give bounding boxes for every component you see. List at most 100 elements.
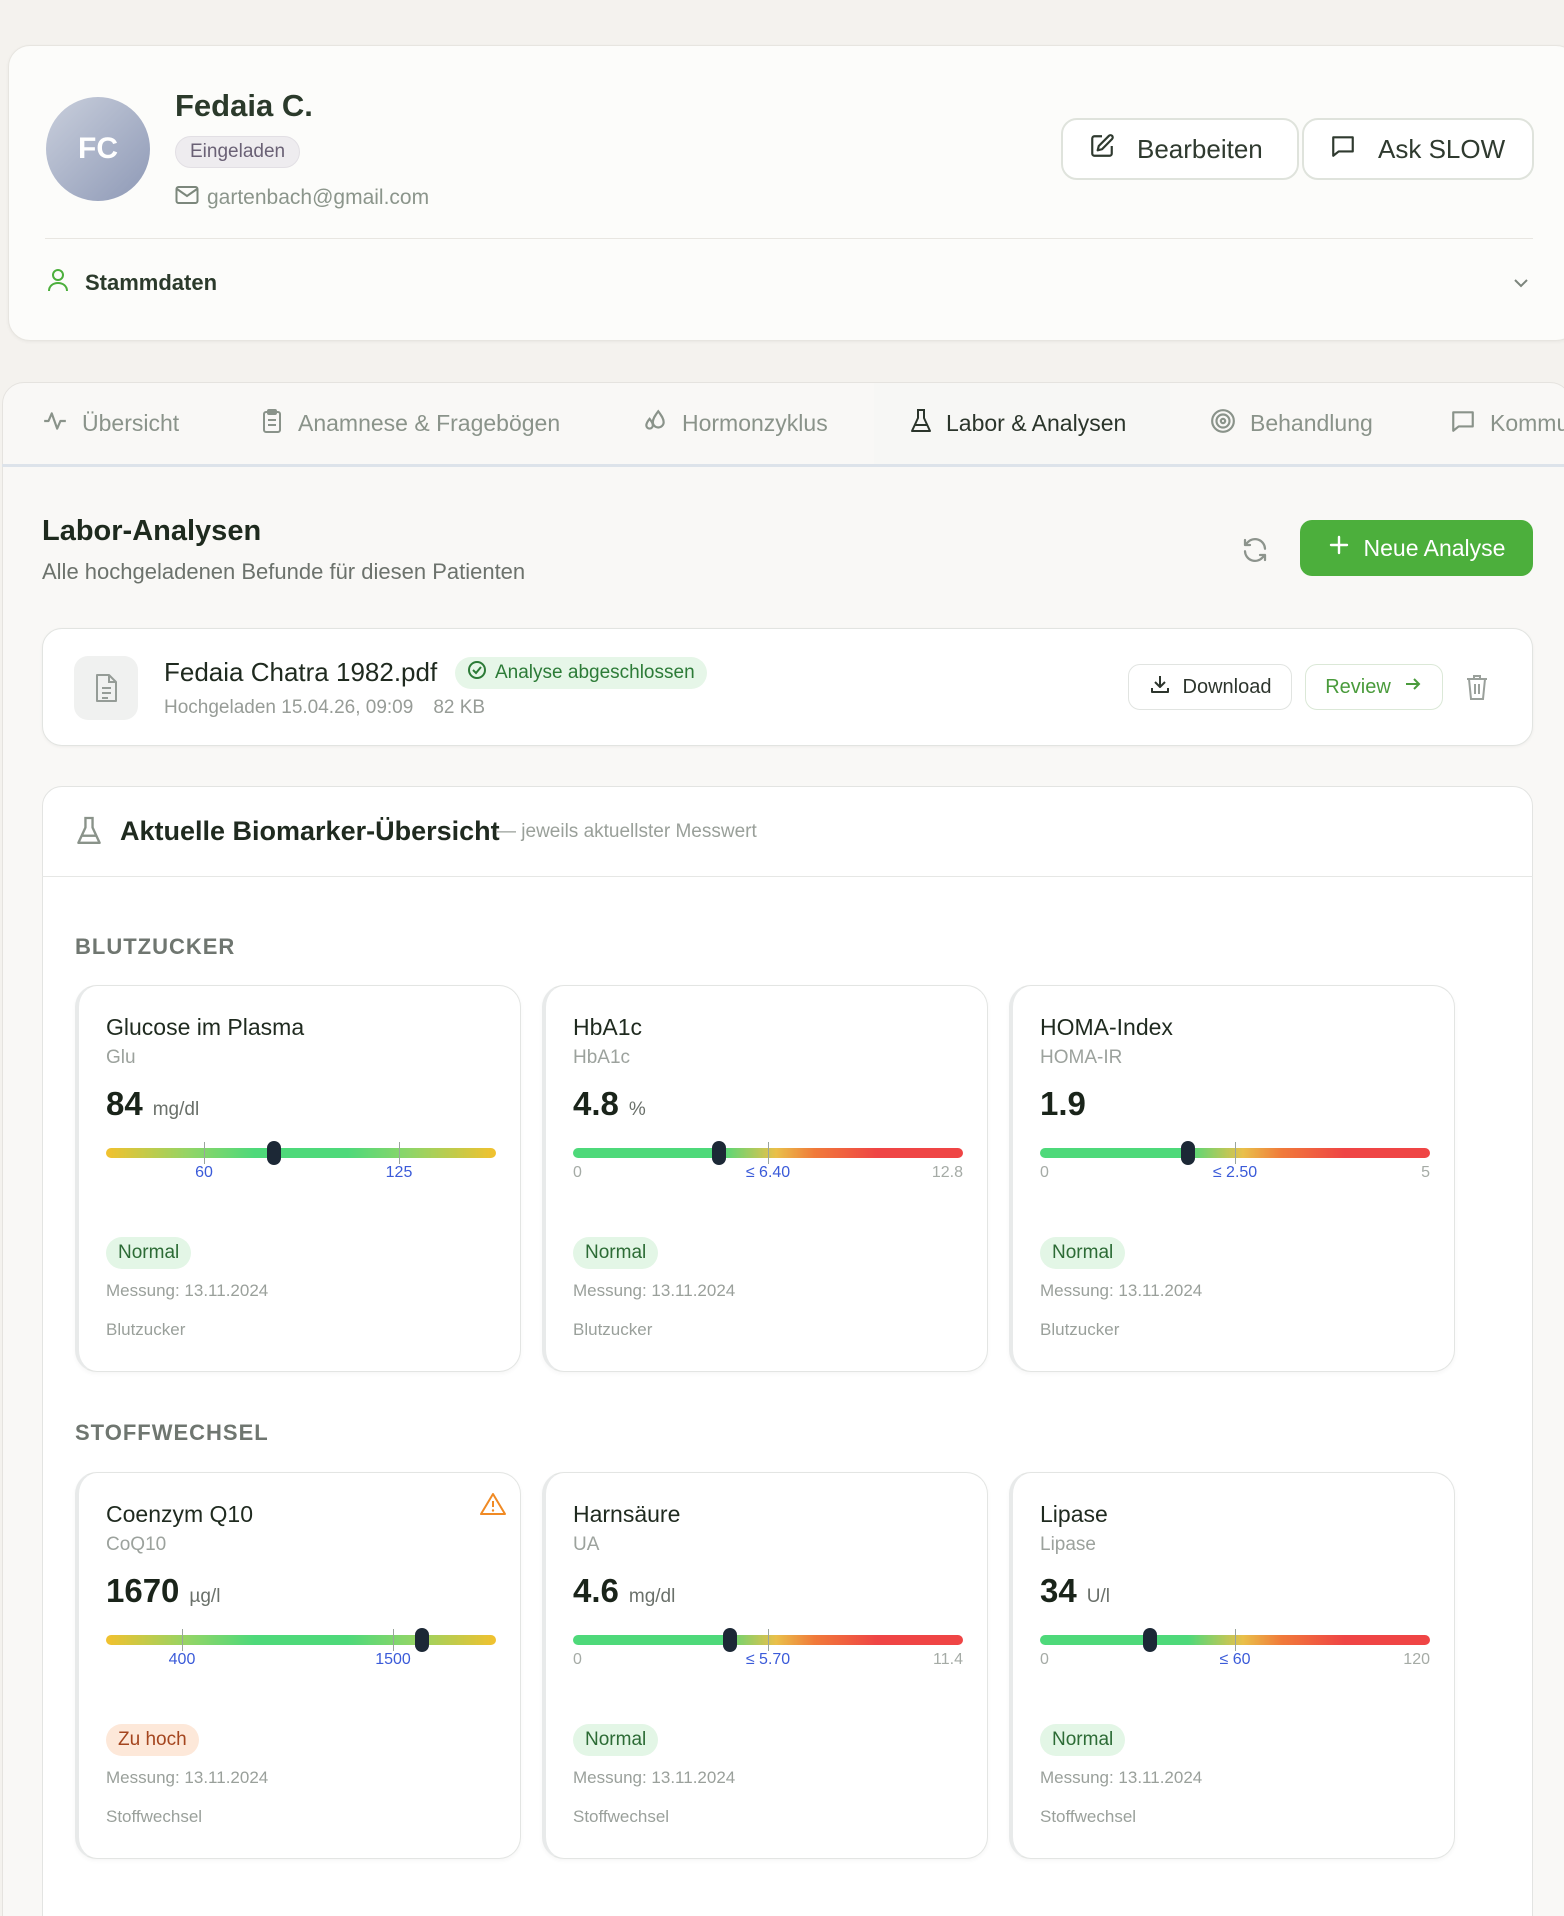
range-tick-label: 60: [195, 1164, 213, 1181]
edit-button[interactable]: Bearbeiten: [1061, 118, 1299, 180]
range-max-label: 5: [1421, 1164, 1430, 1181]
range-max-label: 120: [1403, 1651, 1430, 1668]
arrow-right-icon: [1403, 674, 1423, 700]
patient-header-card: [8, 45, 1564, 341]
biomarker-card[interactable]: [75, 985, 521, 1372]
biomarker-card[interactable]: [542, 985, 988, 1372]
biomarker-value: 1670 µg/l: [106, 1572, 220, 1610]
value-unit: mg/dl: [152, 1099, 200, 1120]
measurement-date: Messung: 13.11.2024: [573, 1768, 736, 1787]
measurement-date: Messung: 13.11.2024: [1040, 1281, 1203, 1300]
tab-anamnese[interactable]: Anamnese & Fragebögen: [260, 383, 560, 464]
review-label: Review: [1325, 675, 1391, 698]
droplets-icon: [642, 408, 668, 440]
biomarker-name: HbA1c: [573, 1014, 643, 1040]
download-icon: [1149, 673, 1171, 701]
range-tick-label: 400: [168, 1651, 196, 1668]
tab-hormonzyklus[interactable]: Hormonzyklus: [642, 383, 828, 464]
tab-labor[interactable]: Labor & Analysen: [874, 383, 1170, 464]
range-limit-label: ≤ 6.40: [745, 1164, 791, 1181]
tab-uebersicht[interactable]: Übersicht: [42, 383, 179, 464]
tab-behandlung[interactable]: Behandlung: [1210, 383, 1373, 464]
value-unit: U/l: [1086, 1586, 1110, 1607]
biomarker-card[interactable]: [542, 1472, 988, 1859]
range-tick-label: 125: [385, 1164, 413, 1181]
user-icon: [47, 268, 69, 298]
biomarker-subtitle: — jeweils aktuellster Messwert: [497, 821, 757, 842]
patient-name: Fedaia C.: [175, 88, 313, 123]
download-label: Download: [1182, 675, 1272, 698]
range-limit-label: ≤ 60: [1219, 1651, 1251, 1668]
value-number: 84: [106, 1085, 143, 1122]
alert-triangle-icon: [480, 1492, 506, 1521]
biomarker-category: Blutzucker: [106, 1320, 186, 1339]
mail-icon: [175, 185, 199, 211]
review-button[interactable]: Review: [1305, 664, 1443, 710]
range-tick: [399, 1142, 400, 1164]
biomarker-value: 34 U/l: [1040, 1572, 1110, 1610]
message-icon: [1450, 408, 1476, 440]
flask-icon: [910, 408, 932, 440]
range-bar: 400 1500: [106, 1628, 496, 1668]
biomarker-card[interactable]: [75, 1472, 521, 1859]
biomarker-name: Harnsäure: [573, 1501, 681, 1527]
analysis-status-label: Analyse abgeschlossen: [495, 662, 695, 683]
tab-label: Übersicht: [82, 410, 180, 436]
file-meta: Hochgeladen 15.04.26, 09:09 82 KB: [164, 697, 485, 719]
status-badge: Eingeladen: [175, 136, 301, 168]
stammdaten-label: Stammdaten: [85, 270, 218, 295]
stammdaten-toggle[interactable]: Stammdaten: [47, 268, 217, 298]
status-badge: Normal: [573, 1724, 659, 1756]
refresh-icon[interactable]: [1240, 535, 1270, 570]
limit-tick: [768, 1629, 769, 1651]
page-subtitle: Alle hochgeladenen Befunde für diesen Pa…: [42, 559, 526, 584]
file-size: 82 KB: [433, 697, 486, 718]
trash-icon[interactable]: [1465, 673, 1489, 706]
range-max-label: 12.8: [931, 1164, 963, 1181]
biomarker-name: HOMA-Index: [1040, 1014, 1173, 1040]
tab-label: Kommu: [1490, 410, 1564, 436]
biomarker-name: Coenzym Q10: [106, 1501, 254, 1527]
download-button[interactable]: Download: [1128, 664, 1292, 710]
ask-slow-button[interactable]: Ask SLOW: [1302, 118, 1534, 180]
biomarker-name: Lipase: [1040, 1501, 1108, 1527]
limit-tick: [768, 1142, 769, 1164]
range-min-label: 0: [573, 1651, 582, 1668]
patient-email[interactable]: gartenbach@gmail.com: [175, 185, 429, 211]
measurement-date: Messung: 13.11.2024: [1040, 1768, 1203, 1787]
range-limit-label: ≤ 5.70: [745, 1651, 791, 1668]
new-analysis-button[interactable]: Neue Analyse: [1300, 520, 1533, 576]
biomarker-category: Stoffwechsel: [573, 1807, 670, 1826]
biomarker-card[interactable]: [1009, 1472, 1455, 1859]
flask-icon: [76, 815, 102, 852]
chevron-down-icon[interactable]: [1510, 272, 1532, 299]
range-tick: [393, 1629, 394, 1651]
measurement-date: Messung: 13.11.2024: [106, 1768, 269, 1787]
biomarker-category: Stoffwechsel: [106, 1807, 203, 1826]
biomarker-card[interactable]: [1009, 985, 1455, 1372]
status-badge: Normal: [1040, 1237, 1126, 1269]
biomarker-code: CoQ10: [106, 1534, 167, 1555]
value-number: 4.6: [573, 1572, 619, 1609]
ask-slow-label: Ask SLOW: [1378, 133, 1506, 164]
category-heading: BLUTZUCKER: [75, 934, 236, 959]
measurement-date: Messung: 13.11.2024: [573, 1281, 736, 1300]
file-uploaded: Hochgeladen 15.04.26, 09:09: [164, 697, 414, 718]
biomarker-value: 1.9: [1040, 1085, 1086, 1123]
range-bar: 60 125: [106, 1141, 496, 1181]
tab-label: Anamnese & Fragebögen: [298, 410, 561, 436]
avatar-initials: FC: [78, 132, 118, 165]
category-heading: STOFFWECHSEL: [75, 1420, 269, 1445]
range-tick-label: 1500: [375, 1651, 411, 1668]
file-text-icon: [74, 656, 138, 720]
biomarker-code: Lipase: [1040, 1534, 1096, 1555]
page-title: Labor-Analysen: [42, 515, 262, 547]
limit-tick: [1235, 1142, 1236, 1164]
value-marker: [1181, 1141, 1195, 1165]
biomarker-title: Aktuelle Biomarker-Übersicht: [120, 816, 500, 846]
tab-kommunikation[interactable]: Kommu: [1450, 383, 1564, 464]
edit-button-label: Bearbeiten: [1137, 133, 1263, 164]
status-badge: Normal: [1040, 1724, 1126, 1756]
value-unit: %: [628, 1099, 646, 1120]
plus-icon: [1328, 534, 1350, 562]
